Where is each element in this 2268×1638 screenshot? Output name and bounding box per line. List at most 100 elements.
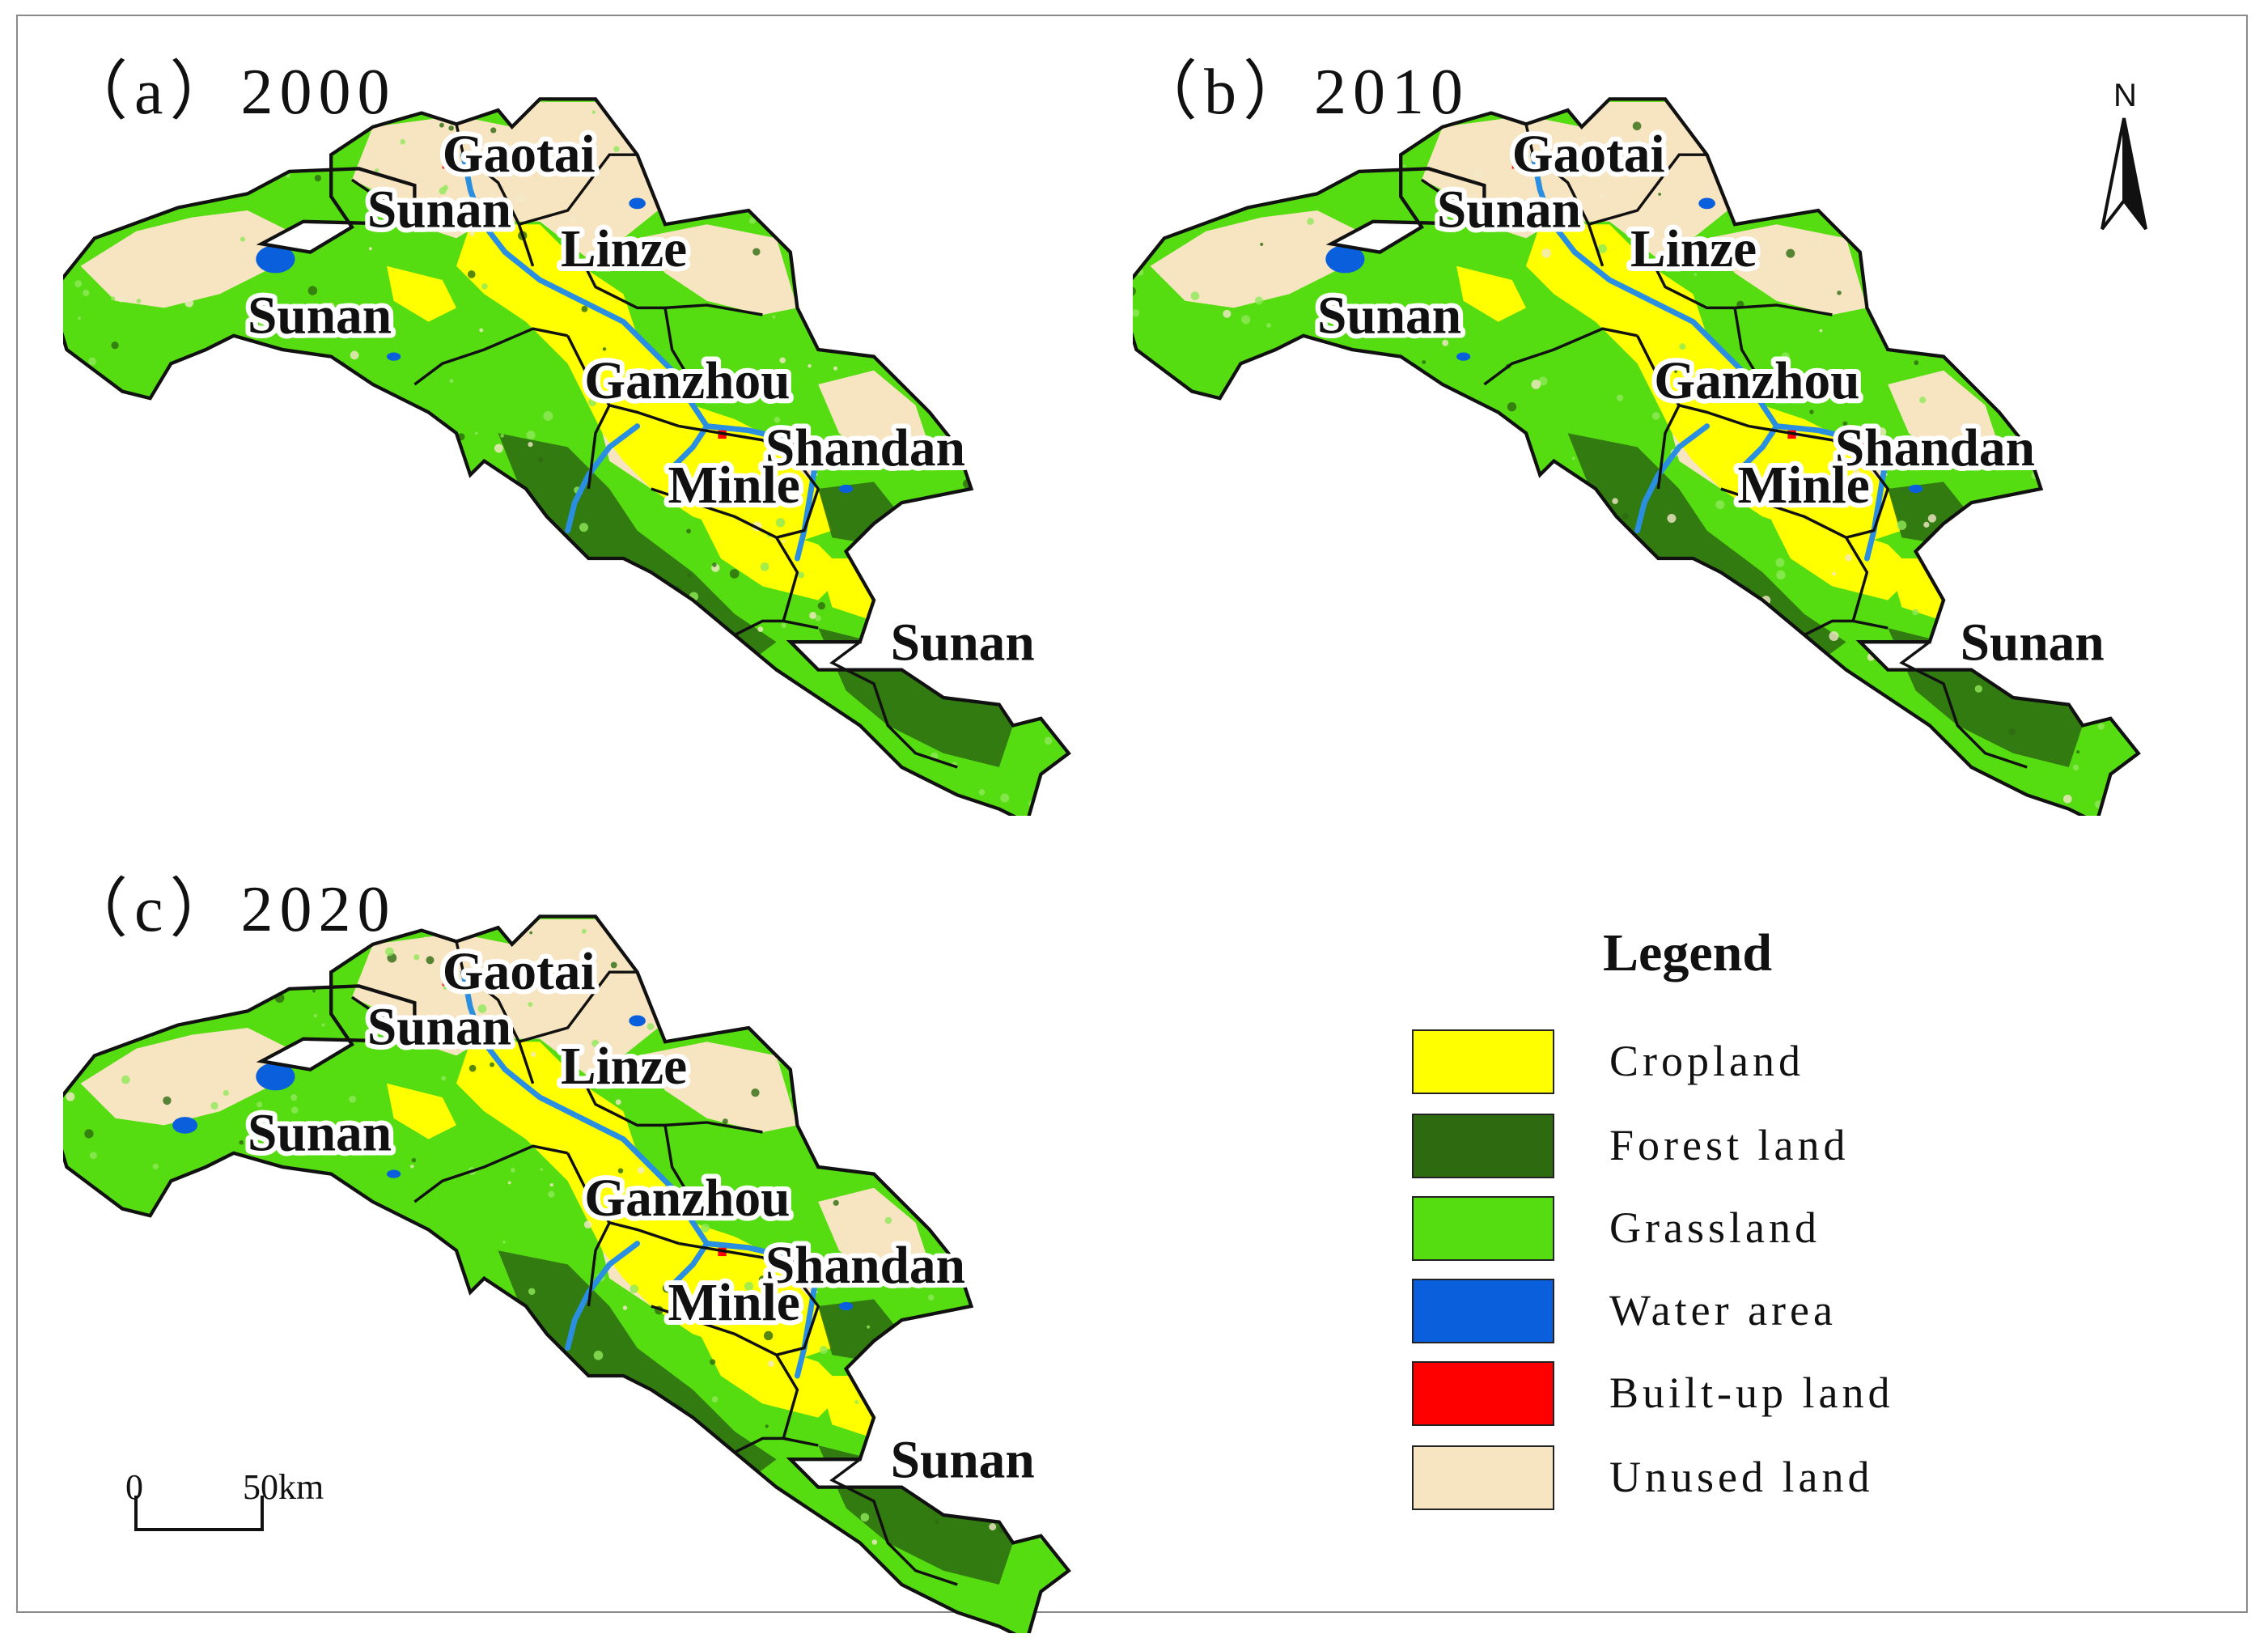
land-use-map: GaotaiSunanLinzeSunanGanzhouShandanMinle… (63, 97, 1071, 816)
county-boundary (587, 1222, 611, 1307)
cropland-area (456, 224, 833, 545)
county-boundary (518, 153, 638, 226)
river (1634, 423, 1711, 534)
built-up-area (442, 161, 452, 169)
legend-item-water-area: Water area (1412, 1279, 1995, 1345)
county-boundary (1720, 487, 1869, 622)
place-label-sunan_north: Sunan (367, 181, 511, 240)
figure-frame (16, 15, 2248, 1613)
river (565, 423, 641, 534)
place-label-shandan: Shandan (765, 419, 965, 477)
unused-land-area (1422, 101, 1728, 260)
cropland-area (1762, 503, 1916, 600)
unused-land-area (1706, 224, 1867, 315)
legend-swatch (1412, 1279, 1554, 1343)
built-up-area (790, 435, 803, 453)
county-boundary (1483, 327, 1638, 386)
river (794, 1261, 821, 1379)
river (1863, 443, 1891, 562)
unused-land-area (637, 1042, 798, 1132)
county-boundary (351, 178, 413, 228)
legend-item-built-up-land: Built-up land (1412, 1361, 1995, 1428)
place-label-minle: Minle (668, 456, 799, 515)
forest-land-area (498, 433, 777, 663)
legend-swatch (1412, 1445, 1554, 1510)
legend-swatch (1412, 1361, 1554, 1426)
place-label-sunan_north: Sunan (1437, 181, 1581, 240)
place-label-minle: Minle (1737, 456, 1869, 515)
county-boundary (678, 1241, 799, 1280)
place-label-sunan_west: Sunan (248, 286, 392, 345)
river (1774, 423, 1891, 457)
built-up-area (1741, 489, 1749, 496)
county-boundary (651, 487, 799, 622)
county-boundary (1846, 460, 1890, 539)
place-label-sunan_east: Sunan (891, 1432, 1035, 1490)
county-boundary (678, 424, 799, 463)
region-outline (1133, 97, 2141, 816)
water-area (484, 1339, 512, 1356)
legend-swatch (1412, 1196, 1554, 1261)
land-use-map: GaotaiSunanLinzeSunanGanzhouShandanMinle… (63, 914, 1071, 1633)
county-boundary (1733, 308, 1764, 385)
county-boundary (587, 405, 611, 490)
map-legend: Legend Cropland Forest land Grassland Wa… (1412, 923, 1995, 1538)
legend-label: Forest land (1609, 1121, 1850, 1169)
legend-swatch (1412, 1029, 1554, 1094)
county-boundary (663, 1125, 694, 1203)
unused-land-area (818, 1187, 930, 1279)
county-boundary (1656, 405, 1681, 490)
built-up-area (672, 489, 680, 496)
county-boundary (518, 970, 638, 1043)
county-boundary (413, 1144, 568, 1203)
built-up-area (1511, 161, 1522, 169)
county-boundary (1804, 619, 1889, 637)
panel-title: （b）2010 (1133, 57, 1469, 128)
place-label-shandan: Shandan (1835, 419, 2035, 477)
cropland-area (693, 1320, 846, 1418)
panel-title: （a）2000 (63, 57, 396, 128)
place-label-linze: Linze (561, 220, 687, 278)
unused-land-area (1150, 210, 1359, 308)
legend-swatch (1412, 1114, 1554, 1178)
place-label-sunan_east: Sunan (1961, 614, 2105, 673)
legend-label: Grassland (1609, 1203, 1821, 1252)
county-boundary (1899, 640, 2028, 769)
map-panel-2000: Gaotai Sunan Linze Sunan Ganzhou Shandan Minle… (63, 39, 1164, 816)
county-boundary (1650, 258, 1833, 316)
water-area (1456, 352, 1471, 361)
county-boundary (455, 940, 535, 1084)
place-label-sunan_west: Sunan (248, 1104, 392, 1162)
place-label-sunan_north: Sunan (367, 999, 511, 1057)
unused-land-area (352, 101, 659, 260)
place-label-gaotai: Gaotai (443, 125, 596, 184)
panel-title: （c）2020 (63, 874, 396, 945)
unused-land-area (637, 224, 798, 315)
place-label-linze: Linze (1630, 220, 1757, 278)
water-area (387, 1169, 401, 1178)
built-up-area (442, 978, 452, 987)
north-arrow-icon (2101, 117, 2147, 231)
cropland-area (387, 1083, 456, 1139)
place-label-ganzhou: Ganzhou (584, 1169, 790, 1228)
legend-item-forest-land: Forest land (1412, 1114, 1995, 1180)
cropland-area (1456, 265, 1526, 322)
grassland-area (317, 1097, 415, 1174)
built-up-area (672, 1306, 680, 1313)
water-area (256, 1063, 295, 1091)
river (704, 1241, 821, 1275)
water-area (1325, 245, 1365, 274)
water-area (1909, 484, 1923, 494)
forest-land-area (1567, 433, 1846, 663)
place-label-linze: Linze (561, 1038, 687, 1096)
county-boundary (829, 640, 958, 769)
water-area (387, 352, 401, 361)
legend-item-grassland: Grassland (1412, 1196, 1995, 1262)
built-up-area (790, 1253, 803, 1271)
grassland-area (317, 280, 415, 357)
water-area (839, 484, 854, 494)
water-area (629, 1015, 646, 1027)
county-boundary (455, 123, 535, 267)
built-up-area (1859, 435, 1873, 453)
river (1530, 151, 1780, 430)
